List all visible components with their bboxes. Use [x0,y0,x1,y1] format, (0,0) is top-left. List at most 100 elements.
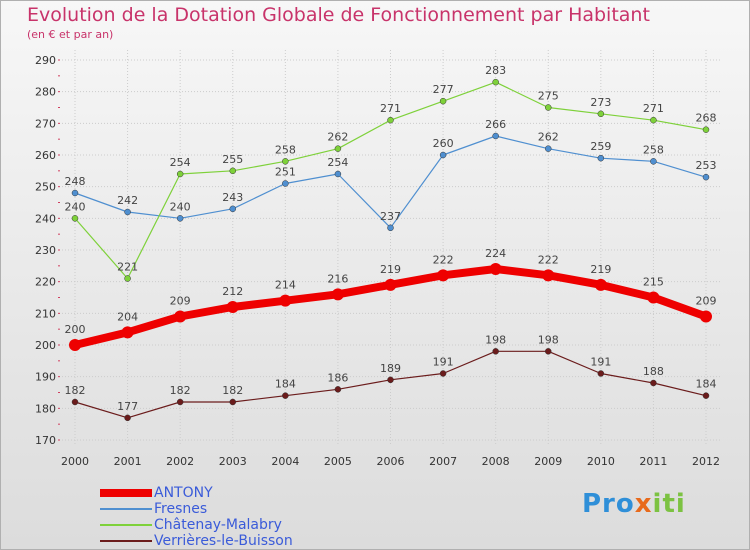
legend-swatch [100,540,152,542]
data-point [545,145,552,152]
data-label: 188 [643,365,664,378]
data-point [650,158,657,165]
data-label: 198 [538,333,559,346]
legend-label: Fresnes [154,501,208,517]
legend-item: Verrières-le-Buisson [100,533,293,549]
data-label: 222 [538,253,559,266]
data-label: 189 [380,362,401,375]
chart-title: Evolution de la Dotation Globale de Fonc… [27,4,650,26]
y-tick-label: 260 [35,149,56,162]
x-tick-label: 2004 [271,455,299,468]
data-label: 262 [327,131,348,144]
data-label: 258 [275,143,296,156]
data-point [124,414,131,422]
data-point [594,278,607,291]
data-point [650,379,657,387]
data-label: 237 [380,210,401,223]
y-tick-label: 180 [35,402,56,415]
x-tick-label: 2007 [429,455,457,468]
data-point [229,167,236,175]
x-tick-label: 2003 [219,455,247,468]
data-label: 251 [275,166,296,179]
data-label: 200 [65,323,86,336]
data-label: 209 [696,295,717,308]
data-label: 266 [485,118,506,131]
data-point [71,398,79,406]
data-point [282,392,289,399]
data-label: 182 [170,384,191,397]
x-tick-label: 2001 [114,455,142,468]
data-label: 219 [380,263,401,276]
data-point [437,269,450,282]
data-label: 212 [222,285,243,298]
data-point [282,158,289,165]
data-label: 273 [590,96,611,109]
data-label: 216 [327,272,348,285]
data-label: 262 [538,131,559,144]
x-tick-label: 2009 [534,455,562,468]
data-label: 182 [222,384,243,397]
data-point [387,224,394,232]
data-point [331,288,344,301]
data-label: 224 [485,247,506,260]
data-point [174,310,187,323]
legend-item: ANTONY [100,485,293,501]
x-tick-label: 2011 [639,455,667,468]
data-label: 260 [433,137,454,150]
data-point [492,132,499,140]
y-tick-label: 250 [35,181,56,194]
data-label: 271 [380,102,401,115]
x-tick-label: 2008 [482,455,510,468]
data-point [226,301,239,313]
data-point [545,104,552,111]
y-tick-label: 270 [35,117,56,130]
data-label: 219 [590,263,611,276]
y-tick-label: 210 [35,307,56,320]
y-tick-label: 170 [35,434,56,447]
chart-subtitle: (en € et par an) [27,28,114,41]
data-label: 214 [275,279,296,292]
data-point [439,370,447,377]
logo-part-3: iti [652,489,686,519]
data-point [282,180,289,187]
legend-label: Châtenay-Malabry [154,517,282,533]
data-label: 242 [117,194,138,207]
x-tick-label: 2002 [166,455,194,468]
data-label: 191 [433,356,454,369]
data-label: 198 [485,333,506,346]
data-point [492,348,499,355]
y-tick-label: 280 [35,86,56,99]
data-point [702,173,710,181]
data-label: 277 [433,83,454,96]
data-label: 275 [538,90,559,103]
data-point [597,370,605,377]
y-tick-label: 290 [35,54,56,67]
legend-swatch [100,524,152,526]
data-point [702,126,710,133]
data-point [334,386,342,393]
legend-item: Châtenay-Malabry [100,517,293,533]
data-point [121,326,134,339]
logo-part-2: x [634,489,653,519]
data-point [71,215,79,222]
data-point [229,398,236,406]
data-point [439,151,447,159]
legend-swatch [100,508,152,510]
data-label: 253 [696,159,717,172]
data-point [597,154,605,162]
data-point [69,339,81,351]
data-point [650,116,657,124]
legend-label: Verrières-le-Buisson [154,533,293,549]
proxiti-logo: Proxiti [582,489,686,519]
data-label: 221 [117,261,138,274]
logo-part-1: Pro [582,489,635,519]
data-label: 240 [170,200,191,213]
data-point [384,278,397,291]
x-tick-label: 2010 [587,455,615,468]
y-tick-label: 200 [35,339,56,352]
data-label: 254 [170,156,191,169]
data-label: 215 [643,276,664,289]
legend-item: Fresnes [100,501,293,517]
data-point [334,145,342,152]
data-point [597,110,605,118]
